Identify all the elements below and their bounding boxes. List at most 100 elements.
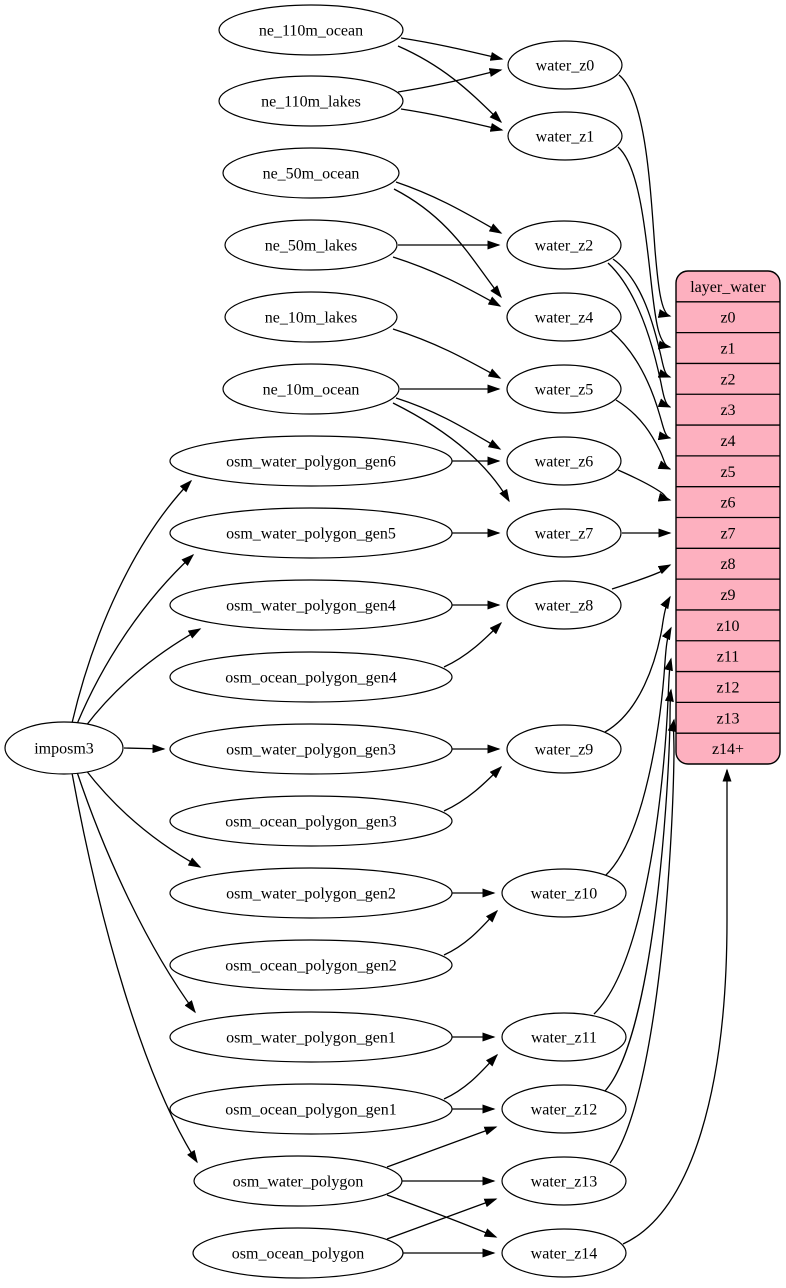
node-label-water_z5: water_z5	[535, 382, 594, 399]
record-header: layer_water	[690, 279, 766, 296]
node-shape-osm_water_polygon_gen5	[169, 507, 453, 559]
node-label-osm_ocean_polygon_gen3: osm_ocean_polygon_gen3	[225, 814, 397, 831]
node-water_z5: water_z5	[506, 364, 622, 414]
edge-imposm3--osm_water_polygon_gen6	[71, 479, 193, 724]
node-water_z7: water_z7	[506, 508, 622, 558]
edge-ne_50m_lakes--water_z4	[392, 256, 502, 307]
node-shape-water_z7	[506, 508, 622, 558]
edge-water_z13--layer_water.z13	[609, 718, 677, 1164]
record-row-z1: z1	[720, 341, 735, 358]
node-shape-water_z4	[506, 292, 622, 342]
node-label-ne_110m_ocean: ne_110m_ocean	[259, 23, 363, 40]
edge-osm_ocean_polygon_gen1--water_z11	[443, 1053, 499, 1100]
node-water_z0: water_z0	[507, 40, 623, 90]
node-shape-water_z14	[501, 1228, 627, 1278]
record-row-z14plus: z14+	[712, 741, 744, 758]
node-shape-osm_water_polygon_gen2	[169, 867, 453, 919]
record-row-z0: z0	[720, 310, 735, 327]
edge-osm_ocean_polygon_gen4--water_z8	[443, 621, 503, 668]
node-label-water_z1: water_z1	[536, 129, 595, 146]
edge-ne_10m_ocean--water_z6	[395, 397, 502, 450]
node-shape-water_z6	[506, 436, 622, 486]
record-row-z6: z6	[720, 495, 735, 512]
node-label-water_z0: water_z0	[536, 58, 595, 75]
node-label-water_z12: water_z12	[531, 1102, 598, 1119]
node-label-water_z14: water_z14	[531, 1246, 598, 1263]
edge-water_z5--layer_water.z5	[615, 399, 672, 470]
record-row-z9: z9	[720, 587, 735, 604]
record-row-z2: z2	[720, 371, 735, 388]
node-osm_ocean_polygon: osm_ocean_polygon	[192, 1227, 404, 1279]
node-osm_water_polygon: osm_water_polygon	[193, 1155, 403, 1207]
record-node-layer_water: layer_water z0 z1 z2 z3 z4 z5 z6 z7 z8 z9 z10 z11 z12…	[675, 270, 781, 765]
node-osm_water_polygon_gen3: osm_water_polygon_gen3	[169, 723, 453, 775]
edge-ne_50m_ocean--water_z4	[393, 188, 502, 299]
edge-water_z2--layer_water.z2	[612, 258, 672, 378]
node-label-ne_10m_lakes: ne_10m_lakes	[265, 310, 357, 327]
record-row-z13: z13	[716, 710, 739, 727]
node-water_z10: water_z10	[501, 868, 627, 918]
edge-osm_ocean_polygon_gen2--water_z10	[443, 909, 499, 956]
node-osm_water_polygon_gen6: osm_water_polygon_gen6	[169, 435, 453, 487]
node-label-ne_50m_ocean: ne_50m_ocean	[263, 166, 360, 183]
node-shape-osm_water_polygon_gen3	[169, 723, 453, 775]
record-row-z10: z10	[716, 618, 739, 635]
node-label-osm_ocean_polygon_gen4: osm_ocean_polygon_gen4	[225, 670, 397, 687]
node-label-imposm3: imposm3	[34, 741, 94, 758]
node-shape-water_z0	[507, 40, 623, 90]
record-row-z8: z8	[720, 556, 735, 573]
node-label-osm_water_polygon_gen6: osm_water_polygon_gen6	[226, 454, 396, 471]
node-shape-osm_ocean_polygon_gen1	[169, 1083, 453, 1135]
node-shape-osm_water_polygon_gen4	[169, 579, 453, 631]
edge-osm_water_polygon--water_z14	[386, 1194, 498, 1238]
edge-imposm3--osm_water_polygon	[71, 772, 198, 1164]
node-label-water_z10: water_z10	[531, 886, 598, 903]
node-label-osm_water_polygon: osm_water_polygon	[233, 1174, 364, 1191]
node-ne_50m_lakes: ne_50m_lakes	[224, 219, 398, 271]
node-label-water_z2: water_z2	[535, 238, 594, 255]
node-label-osm_water_polygon_gen3: osm_water_polygon_gen3	[226, 742, 396, 759]
node-shape-osm_water_polygon_gen1	[169, 1011, 453, 1063]
edge-ne_110m_ocean--water_z0	[400, 37, 504, 61]
node-label-osm_ocean_polygon_gen1: osm_ocean_polygon_gen1	[225, 1102, 397, 1119]
node-label-osm_water_polygon_gen5: osm_water_polygon_gen5	[226, 526, 396, 543]
node-label-osm_ocean_polygon_gen2: osm_ocean_polygon_gen2	[225, 958, 397, 975]
edge-imposm3--osm_water_polygon_gen5	[76, 553, 195, 725]
node-label-ne_50m_lakes: ne_50m_lakes	[265, 238, 357, 255]
edge-imposm3--osm_water_polygon_gen3	[123, 744, 166, 754]
node-osm_water_polygon_gen5: osm_water_polygon_gen5	[169, 507, 453, 559]
edge-water_z10--layer_water.z10	[604, 626, 672, 877]
edge-water_z4--layer_water.z4	[610, 330, 672, 441]
edge-water_z11--layer_water.z11	[593, 657, 673, 1015]
record-row-z3: z3	[720, 402, 735, 419]
edge-water_z6--layer_water.z6	[617, 469, 672, 502]
node-water_z6: water_z6	[506, 436, 622, 486]
edge-water_z2--layer_water.z3	[607, 262, 672, 408]
edge-water_z8--layer_water.z8	[611, 564, 672, 590]
edge-water_z1--layer_water.z1	[617, 146, 672, 350]
node-shape-ne_10m_ocean	[222, 363, 400, 415]
node-shape-osm_water_polygon	[193, 1155, 403, 1207]
edge-ne_110m_lakes--water_z0	[397, 68, 503, 93]
node-ne_110m_lakes: ne_110m_lakes	[218, 75, 404, 127]
node-shape-osm_ocean_polygon_gen2	[169, 939, 453, 991]
node-osm_ocean_polygon_gen2: osm_ocean_polygon_gen2	[169, 939, 453, 991]
node-shape-water_z13	[501, 1156, 627, 1206]
node-label-ne_110m_lakes: ne_110m_lakes	[261, 94, 361, 111]
node-label-water_z8: water_z8	[535, 598, 594, 615]
node-label-osm_ocean_polygon: osm_ocean_polygon	[232, 1246, 364, 1263]
node-shape-water_z11	[501, 1012, 627, 1062]
record-row-z5: z5	[720, 464, 735, 481]
edge-ne_110m_ocean--water_z1	[397, 45, 503, 124]
record-row-z12: z12	[716, 679, 739, 696]
edge-osm_ocean_polygon--water_z13	[386, 1198, 498, 1240]
edges	[71, 37, 732, 1258]
record-row-z11: z11	[717, 649, 740, 666]
node-shape-osm_ocean_polygon_gen3	[169, 795, 453, 847]
edge-osm_ocean_polygon_gen3--water_z9	[443, 765, 503, 812]
edge-ne_10m_ocean--water_z7	[392, 402, 510, 503]
node-label-water_z6: water_z6	[535, 454, 594, 471]
edge-ne_50m_ocean--water_z2	[395, 181, 503, 234]
